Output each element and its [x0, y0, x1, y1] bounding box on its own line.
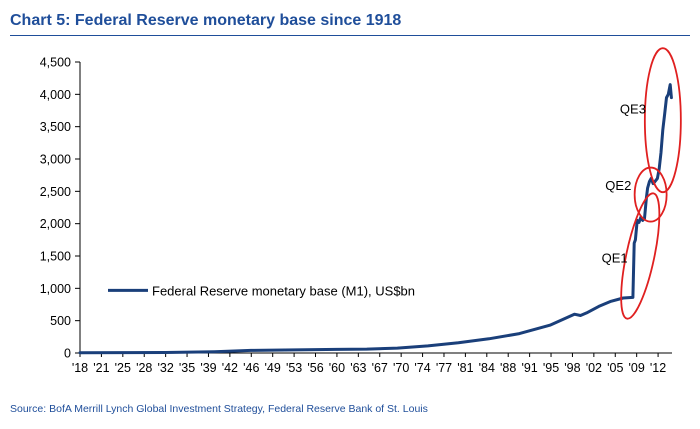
x-tick-label: '95 — [543, 361, 559, 375]
x-tick-label: '18 — [72, 361, 88, 375]
y-tick-label: 3,000 — [40, 153, 71, 167]
x-tick-label: '12 — [650, 361, 666, 375]
x-tick-label: '60 — [329, 361, 345, 375]
annotation-layer: QE1 QE2 QE3 — [602, 47, 682, 320]
qe-label: QE2 — [605, 178, 631, 193]
x-tick-label: '98 — [564, 361, 580, 375]
series-line-monetary-base — [78, 83, 673, 355]
x-tick-label: '05 — [607, 361, 623, 375]
x-tick-label: '46 — [243, 361, 259, 375]
qe-highlight-circle — [620, 192, 661, 320]
qe-highlight-circle — [633, 166, 668, 223]
qe-label: QE3 — [620, 102, 646, 117]
legend: Federal Reserve monetary base (M1), US$b… — [108, 283, 415, 298]
x-tick-label: '67 — [372, 361, 388, 375]
x-tick-label: '42 — [222, 361, 238, 375]
x-tick-label: '77 — [436, 361, 452, 375]
legend-label: Federal Reserve monetary base (M1), US$b… — [152, 283, 415, 298]
y-tick-label: 4,500 — [40, 56, 71, 70]
x-tick-label: '56 — [307, 361, 323, 375]
x-tick-label: '32 — [157, 361, 173, 375]
x-tick-label: '74 — [414, 361, 430, 375]
qe-label: QE1 — [602, 250, 628, 265]
x-tick-label: '35 — [179, 361, 195, 375]
y-tick-label: 1,500 — [40, 250, 71, 264]
x-tick-label: '49 — [265, 361, 281, 375]
x-tick-label: '21 — [93, 361, 109, 375]
x-tick-label: '02 — [586, 361, 602, 375]
y-tick-label: 2,500 — [40, 185, 71, 199]
series-layer — [78, 83, 673, 355]
qe-highlight-circle — [643, 47, 682, 194]
x-tick-label: '09 — [629, 361, 645, 375]
source-note: Source: BofA Merrill Lynch Global Invest… — [10, 403, 428, 415]
x-tick-label: '25 — [115, 361, 131, 375]
x-tick-label: '88 — [500, 361, 516, 375]
x-tick-label: '39 — [200, 361, 216, 375]
chart-title: Chart 5: Federal Reserve monetary base s… — [10, 12, 402, 29]
y-tick-label: 4,000 — [40, 88, 71, 102]
y-axis: 0 500 1,000 1,500 2,000 2,500 3,000 3,500 4,000 4… — [40, 56, 81, 361]
x-axis: '18 '21 '25 '28 '32 '35 '39 '42 '46 '49 '53 '56 '60 '… — [72, 352, 672, 375]
y-tick-label: 1,000 — [40, 282, 71, 296]
x-tick-label: '63 — [350, 361, 366, 375]
x-tick-label: '28 — [136, 361, 152, 375]
title-rule — [10, 35, 690, 36]
x-tick-label: '84 — [479, 361, 495, 375]
y-tick-label: 500 — [50, 314, 71, 328]
y-tick-label: 0 — [64, 347, 71, 361]
chart: 0 500 1,000 1,500 2,000 2,500 3,000 3,500 4,000 4… — [40, 47, 682, 375]
y-tick-label: 3,500 — [40, 120, 71, 134]
x-tick-label: '91 — [521, 361, 537, 375]
y-tick-label: 2,000 — [40, 217, 71, 231]
x-tick-label: '70 — [393, 361, 409, 375]
x-tick-label: '53 — [286, 361, 302, 375]
x-tick-label: '81 — [457, 361, 473, 375]
